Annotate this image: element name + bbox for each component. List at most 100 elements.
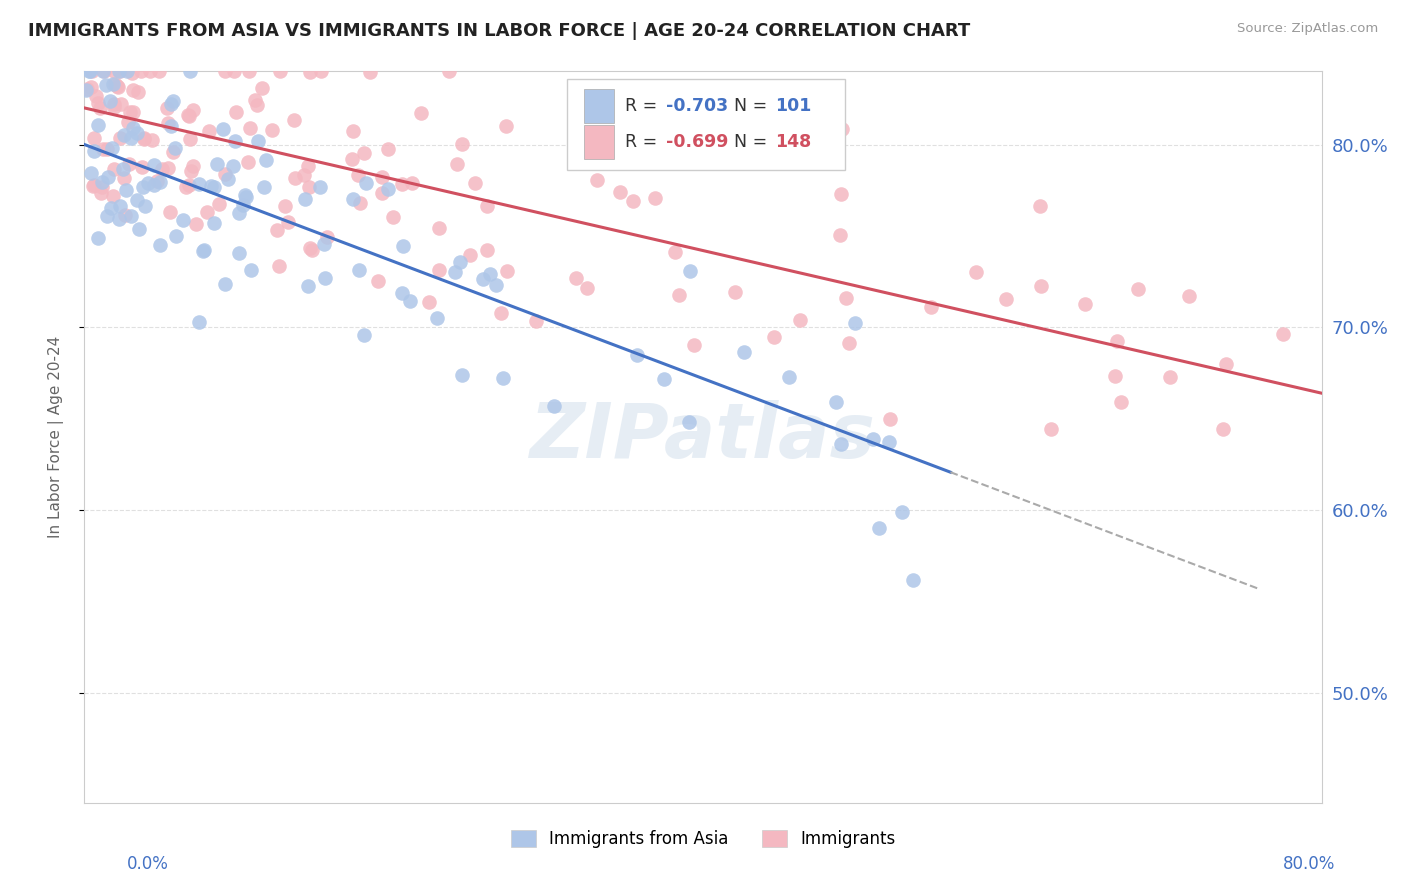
Point xyxy=(138,176,160,190)
Point xyxy=(284,170,307,185)
Point xyxy=(353,145,375,160)
Point xyxy=(446,157,468,171)
Point xyxy=(110,96,132,111)
Point xyxy=(678,416,700,430)
Point xyxy=(214,64,236,78)
Point xyxy=(179,132,201,146)
Point xyxy=(100,201,122,215)
Text: 101: 101 xyxy=(775,96,811,115)
Point xyxy=(862,433,884,447)
Point xyxy=(418,294,440,309)
Point xyxy=(191,244,214,259)
Point xyxy=(214,167,236,181)
Point xyxy=(835,291,858,305)
Point xyxy=(131,161,153,175)
Point xyxy=(1215,357,1237,371)
Point xyxy=(283,112,305,127)
Point xyxy=(679,264,702,278)
Point xyxy=(437,64,460,78)
Point xyxy=(180,164,202,178)
Point xyxy=(1159,369,1181,384)
Point xyxy=(391,177,413,191)
Point xyxy=(163,141,186,155)
Point xyxy=(252,80,274,95)
Point xyxy=(1104,368,1126,383)
Point xyxy=(1074,297,1097,311)
Point xyxy=(298,180,321,194)
Point xyxy=(117,115,139,129)
Point xyxy=(162,94,184,108)
Point xyxy=(524,313,547,327)
Point xyxy=(644,191,666,205)
Point xyxy=(243,93,266,107)
Point xyxy=(139,64,162,78)
Point xyxy=(205,157,228,171)
Point xyxy=(202,180,225,194)
Point xyxy=(96,142,118,156)
Point xyxy=(411,105,433,120)
Point xyxy=(103,100,125,114)
Text: Source: ZipAtlas.com: Source: ZipAtlas.com xyxy=(1237,22,1378,36)
FancyBboxPatch shape xyxy=(567,78,845,170)
Point xyxy=(1029,199,1052,213)
Point xyxy=(200,179,222,194)
Legend: Immigrants from Asia, Immigrants: Immigrants from Asia, Immigrants xyxy=(502,822,904,856)
Point xyxy=(101,77,124,91)
Point xyxy=(626,348,648,362)
Point xyxy=(543,399,565,413)
Point xyxy=(121,66,143,80)
Point xyxy=(174,180,197,194)
Point xyxy=(232,198,254,212)
Text: -0.703: -0.703 xyxy=(666,96,728,115)
Point xyxy=(477,200,499,214)
Point xyxy=(103,97,125,112)
Point xyxy=(79,64,101,78)
Point xyxy=(370,169,392,184)
Point xyxy=(187,315,209,329)
Point xyxy=(141,133,163,147)
Point xyxy=(652,372,675,386)
Point xyxy=(762,329,785,343)
Point xyxy=(267,259,290,273)
Point xyxy=(91,142,114,156)
Point xyxy=(108,199,131,213)
Point xyxy=(121,82,143,96)
Point xyxy=(177,178,200,192)
Point xyxy=(297,159,319,173)
Point xyxy=(97,170,120,185)
Point xyxy=(177,108,200,122)
Point xyxy=(246,97,269,112)
Point xyxy=(391,285,413,300)
Point xyxy=(239,120,262,135)
Point xyxy=(301,243,323,257)
Point xyxy=(131,179,153,194)
Point xyxy=(292,168,315,182)
Point xyxy=(297,278,319,293)
Text: ZIPatlas: ZIPatlas xyxy=(530,401,876,474)
Point xyxy=(277,215,299,229)
Point xyxy=(724,285,747,300)
Text: 80.0%: 80.0% xyxy=(1284,855,1336,872)
Point xyxy=(217,172,239,186)
Point xyxy=(491,306,513,320)
Point xyxy=(179,64,201,78)
Point xyxy=(1040,422,1063,436)
Point xyxy=(427,263,450,277)
Point xyxy=(87,231,110,245)
Point xyxy=(391,239,413,253)
Point xyxy=(122,121,145,136)
Point xyxy=(134,132,156,146)
Point xyxy=(879,412,901,426)
Point xyxy=(91,64,114,78)
Point xyxy=(108,131,131,145)
Point xyxy=(86,96,108,111)
Point xyxy=(830,437,852,451)
Point xyxy=(91,179,114,194)
Point xyxy=(225,105,247,120)
Point xyxy=(83,144,105,158)
Point xyxy=(609,185,631,199)
Point xyxy=(181,159,204,173)
Point xyxy=(193,243,215,257)
Point xyxy=(98,95,121,109)
Point xyxy=(172,213,194,227)
